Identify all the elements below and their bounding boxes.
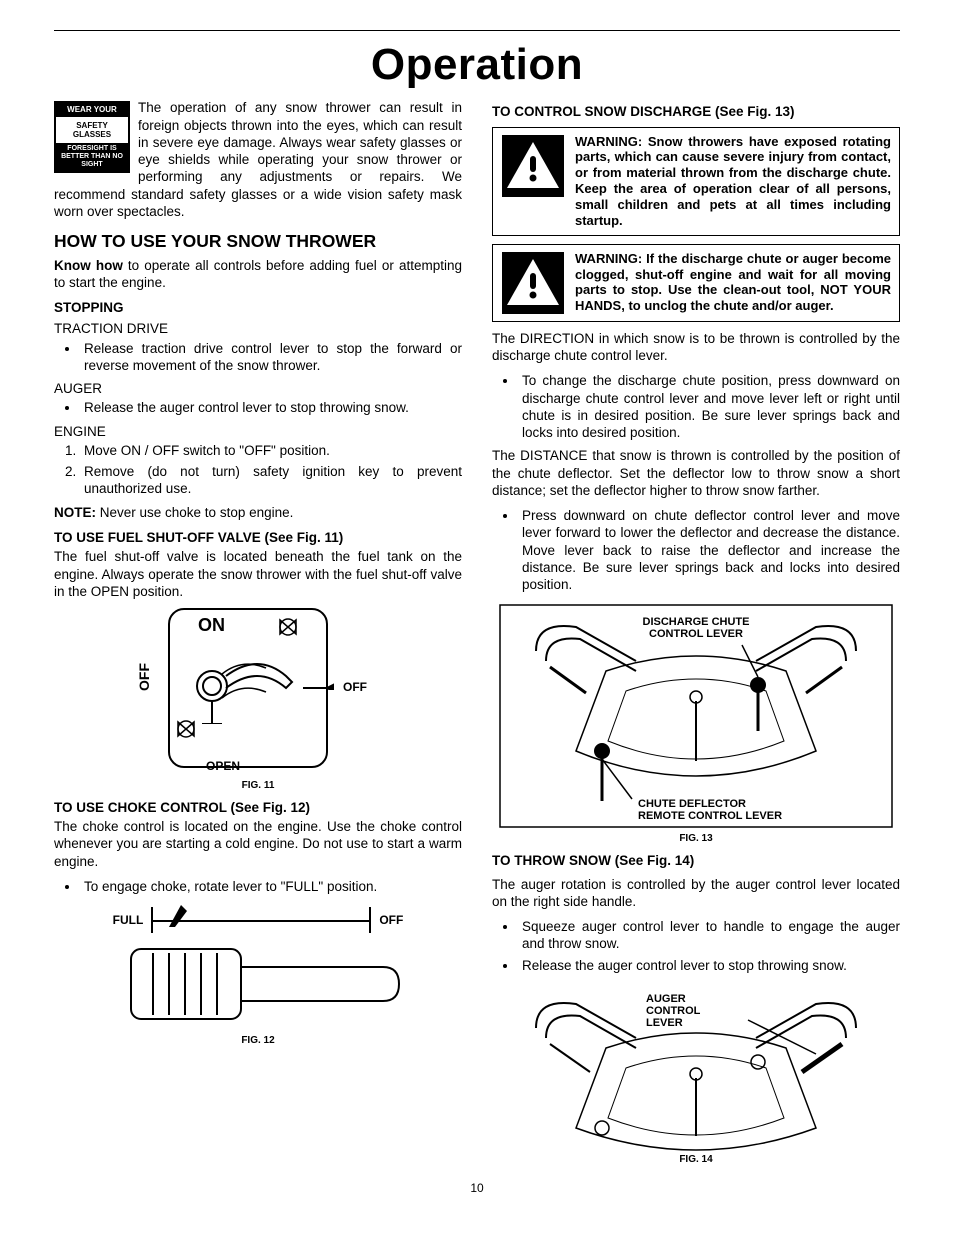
discharge-p1: The DIRECTION in which snow is to be thr… xyxy=(492,330,900,365)
fig14-label-line3: LEVER xyxy=(646,1017,683,1029)
warning-box-2: WARNING: If the discharge chute or auger… xyxy=(492,244,900,322)
auger-heading: AUGER xyxy=(54,380,462,397)
note-strong: NOTE: xyxy=(54,505,96,520)
note-text: Never use choke to stop engine. xyxy=(96,505,293,520)
throw-li1: Squeeze auger control lever to handle to… xyxy=(518,918,900,953)
fig13-label1-line1: DISCHARGE CHUTE xyxy=(643,616,750,628)
traction-list: Release traction drive control lever to … xyxy=(54,340,462,375)
choke-knob-icon xyxy=(93,939,423,1029)
discharge-li2: Press downward on chute deflector contro… xyxy=(518,507,900,593)
lead-paragraph: Know how to operate all controls before … xyxy=(54,257,462,292)
figure-11-graphic: ON OFF OPEN OFF xyxy=(128,608,388,778)
figure-14: AUGER CONTROL LEVER FIG. 14 xyxy=(492,982,900,1167)
safety-glasses-badge: WEAR YOUR SAFETY GLASSES FORESIGHT IS BE… xyxy=(54,101,130,173)
throw-paragraph: The auger rotation is controlled by the … xyxy=(492,876,900,911)
label-off-vertical: OFF xyxy=(136,663,154,691)
traction-drive-heading: TRACTION DRIVE xyxy=(54,320,462,337)
choke-heading: TO USE CHOKE CONTROL (See Fig. 12) xyxy=(54,799,462,816)
page-title: Operation xyxy=(54,37,900,93)
arrow-icon xyxy=(303,682,337,690)
badge-mid: SAFETY GLASSES xyxy=(56,117,128,143)
label-off: OFF xyxy=(379,913,403,928)
figure-11: ON OFF OPEN OFF FIG. 11 xyxy=(54,608,462,793)
figure-12-graphic: FULL OFF xyxy=(93,907,423,1033)
warning-2-text: WARNING: If the discharge chute or auger… xyxy=(575,251,891,314)
figure-13-caption: FIG. 13 xyxy=(492,833,900,846)
note-paragraph: NOTE: Never use choke to stop engine. xyxy=(54,504,462,521)
right-column: TO CONTROL SNOW DISCHARGE (See Fig. 13) … xyxy=(492,99,900,1172)
bowtie-icon-top xyxy=(278,618,298,636)
figure-13-graphic: DISCHARGE CHUTE CONTROL LEVER CHUTE DEFL… xyxy=(496,601,896,831)
choke-paragraph: The choke control is located on the engi… xyxy=(54,818,462,870)
engine-item-1: Move ON / OFF switch to "OFF" position. xyxy=(80,442,462,459)
fuel-valve-heading: TO USE FUEL SHUT-OFF VALVE (See Fig. 11) xyxy=(54,529,462,546)
label-full: FULL xyxy=(113,913,144,928)
figure-13: DISCHARGE CHUTE CONTROL LEVER CHUTE DEFL… xyxy=(492,601,900,846)
discharge-li1: To change the discharge chute position, … xyxy=(518,372,900,441)
fig14-label-line2: CONTROL xyxy=(646,1005,701,1017)
figure-11-caption: FIG. 11 xyxy=(54,780,462,793)
choke-scale-row: FULL OFF xyxy=(93,907,423,933)
top-rule xyxy=(54,30,900,31)
label-open: OPEN xyxy=(206,759,240,774)
two-columns: WEAR YOUR SAFETY GLASSES FORESIGHT IS BE… xyxy=(54,99,900,1172)
label-off-right: OFF xyxy=(343,680,367,695)
figure-12-caption: FIG. 12 xyxy=(54,1035,462,1048)
auger-list: Release the auger control lever to stop … xyxy=(54,399,462,416)
fig14-label-line1: AUGER xyxy=(646,993,686,1005)
fig13-label2-line1: CHUTE DEFLECTOR xyxy=(638,798,746,810)
discharge-p2: The DISTANCE that snow is thrown is cont… xyxy=(492,447,900,499)
engine-heading: ENGINE xyxy=(54,423,462,440)
choke-scale xyxy=(151,907,371,933)
auger-lever-diagram-icon: AUGER CONTROL LEVER xyxy=(496,982,896,1152)
discharge-list-1: To change the discharge chute position, … xyxy=(492,372,900,441)
engine-list: Move ON / OFF switch to "OFF" position. … xyxy=(54,442,462,498)
badge-top: WEAR YOUR xyxy=(56,103,128,116)
choke-list: To engage choke, rotate lever to "FULL" … xyxy=(54,878,462,895)
fig13-label2-line2: REMOTE CONTROL LEVER xyxy=(638,810,782,822)
page-number: 10 xyxy=(54,1181,900,1196)
lead-strong: Know how xyxy=(54,258,123,273)
valve-handle-icon xyxy=(196,646,294,724)
discharge-heading: TO CONTROL SNOW DISCHARGE (See Fig. 13) xyxy=(492,103,900,120)
stopping-heading: STOPPING xyxy=(54,299,462,316)
traction-item: Release traction drive control lever to … xyxy=(80,340,462,375)
left-column: WEAR YOUR SAFETY GLASSES FORESIGHT IS BE… xyxy=(54,99,462,1172)
engine-item-2: Remove (do not turn) safety ignition key… xyxy=(80,463,462,498)
choke-item: To engage choke, rotate lever to "FULL" … xyxy=(80,878,462,895)
throw-list: Squeeze auger control lever to handle to… xyxy=(492,918,900,974)
pointer-icon xyxy=(167,903,193,929)
discharge-list-2: Press downward on chute deflector contro… xyxy=(492,507,900,593)
figure-12: FULL OFF xyxy=(54,907,462,1048)
label-on: ON xyxy=(198,614,225,637)
fuel-valve-paragraph: The fuel shut-off valve is located benea… xyxy=(54,548,462,600)
bowtie-icon-bottom xyxy=(176,720,196,738)
throw-heading: TO THROW SNOW (See Fig. 14) xyxy=(492,852,900,869)
how-to-use-heading: HOW TO USE YOUR SNOW THROWER xyxy=(54,230,462,252)
throw-li2: Release the auger control lever to stop … xyxy=(518,957,900,974)
warning-triangle-icon xyxy=(501,251,565,315)
warning-1-text: WARNING: Snow throwers have exposed rota… xyxy=(575,134,891,229)
fig13-label1-line2: CONTROL LEVER xyxy=(649,628,743,640)
figure-14-graphic: AUGER CONTROL LEVER xyxy=(496,982,896,1152)
controls-diagram-icon: DISCHARGE CHUTE CONTROL LEVER CHUTE DEFL… xyxy=(496,601,896,831)
warning-box-1: WARNING: Snow throwers have exposed rota… xyxy=(492,127,900,236)
badge-bottom: FORESIGHT IS BETTER THAN NO SIGHT xyxy=(56,143,128,171)
figure-14-caption: FIG. 14 xyxy=(492,1154,900,1167)
page: Operation WEAR YOUR SAFETY GLASSES FORES… xyxy=(0,0,954,1216)
auger-item: Release the auger control lever to stop … xyxy=(80,399,462,416)
warning-triangle-icon xyxy=(501,134,565,198)
